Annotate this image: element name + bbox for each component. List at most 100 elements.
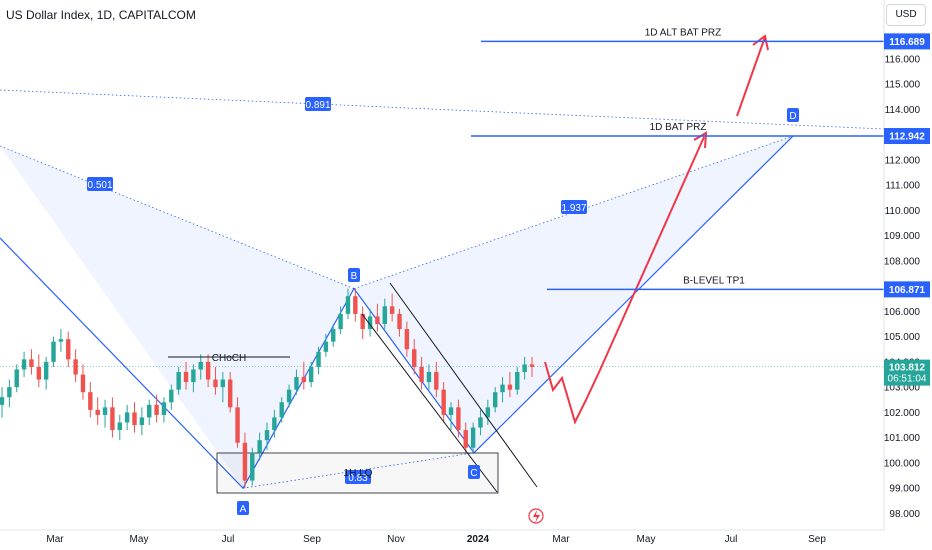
candle-body <box>205 361 211 380</box>
candle-body <box>43 361 49 380</box>
candle-body <box>139 417 145 426</box>
candle-body <box>529 364 535 367</box>
ratio-value: 0.501 <box>87 180 112 191</box>
candle-body <box>110 407 115 431</box>
level-name: 1D ALT BAT PRZ <box>645 27 722 38</box>
price-tick-label: 100.000 <box>884 458 921 469</box>
candle-body <box>448 407 454 415</box>
ratio-badge <box>345 470 371 484</box>
candle-body <box>102 407 108 415</box>
candle-body <box>242 442 248 481</box>
candle-body <box>478 417 483 428</box>
candle-body <box>88 392 93 410</box>
time-tick-label: Sep <box>808 534 826 545</box>
candle-body <box>73 359 78 375</box>
candle-body <box>456 407 461 431</box>
time-tick-label: Jul <box>725 534 738 545</box>
lightning-icon-glyph <box>533 510 540 523</box>
candle-body <box>470 427 476 448</box>
level-price-value: 106.871 <box>889 285 926 296</box>
candle-body <box>220 379 226 388</box>
pattern-point-label: C <box>470 468 477 479</box>
candle-body <box>191 369 196 383</box>
annotation-liquidity: 1H LQ <box>344 468 373 479</box>
price-tick-label: 106.000 <box>884 307 921 318</box>
annotation-choch: CHoCH <box>212 353 246 364</box>
price-tick-label: 99.000 <box>889 484 920 495</box>
candle-body <box>507 384 513 390</box>
candle-body <box>0 397 5 405</box>
bar-countdown: 06:51:04 <box>888 374 927 385</box>
price-tick-label: 116.000 <box>885 54 921 65</box>
candle-body <box>257 440 262 453</box>
liquidity-box <box>216 452 499 494</box>
candle-body <box>132 412 137 426</box>
candle-body <box>500 384 505 393</box>
pattern-point-badge <box>787 108 799 122</box>
pattern-fill-bcd <box>354 136 793 453</box>
candle-body <box>301 377 307 383</box>
ratio-badge <box>305 97 331 111</box>
candle-body <box>286 389 292 403</box>
current-price-tag <box>884 359 930 386</box>
price-tick-label: 112.000 <box>885 155 921 166</box>
level-name: 1D BAT PRZ <box>650 122 707 133</box>
candle-body <box>21 359 27 370</box>
level-price-value: 112.942 <box>889 132 925 143</box>
price-tick-label: 98.000 <box>889 509 920 520</box>
candle-body <box>389 306 395 314</box>
candle-body <box>316 351 321 367</box>
ratio-badge <box>87 177 113 191</box>
candle-body <box>404 329 410 350</box>
candle-body <box>485 407 491 418</box>
pattern-point-label: A <box>240 504 247 515</box>
pattern-fill-xab <box>0 146 354 489</box>
projection-arrow-1 <box>693 131 708 149</box>
price-tick-label: 102.000 <box>884 408 921 419</box>
pattern-point-badge <box>348 268 360 282</box>
candle-body <box>147 404 152 418</box>
candle-body <box>80 374 86 393</box>
current-price-value: 103.812 <box>889 363 926 374</box>
candle-body <box>36 366 42 380</box>
price-tick-label: 109.000 <box>884 231 921 242</box>
lightning-icon <box>528 508 544 524</box>
candle-body <box>161 402 167 415</box>
currency-button[interactable]: USD <box>886 4 926 26</box>
plot-area: 1D ALT BAT PRZ 1D BAT PRZ B-LEVEL TP1 0.891… <box>0 27 885 524</box>
candle-body <box>522 364 527 372</box>
candle-body <box>29 359 34 367</box>
candle-body <box>492 392 498 408</box>
price-tick-label: 101.000 <box>884 433 921 444</box>
candle-body <box>412 349 417 367</box>
pattern-point-badge <box>468 465 480 479</box>
channel-line-lower <box>361 313 498 493</box>
time-tick-label: May <box>637 534 656 545</box>
candle-body <box>323 341 329 352</box>
price-tick-label: 115.000 <box>885 80 921 91</box>
time-tick-label: May <box>130 534 149 545</box>
candle-body <box>51 341 56 362</box>
candle-body <box>338 313 343 330</box>
candle-body <box>198 361 203 370</box>
candle-body <box>154 404 159 415</box>
candle-body <box>264 430 270 441</box>
price-tick-label: 103.000 <box>884 383 921 394</box>
level-name: B-LEVEL TP1 <box>683 275 745 286</box>
candle-body <box>375 316 380 324</box>
projection-path-alt <box>736 36 766 117</box>
candle-body <box>169 389 174 403</box>
candle-body <box>419 366 424 383</box>
level-price-tag <box>884 33 930 50</box>
candle-body <box>426 371 432 383</box>
ratio-value: 0.83 <box>348 473 368 484</box>
pattern-point-badge <box>237 501 249 515</box>
ratio-badge <box>561 200 587 214</box>
ratio-value: 1.937 <box>561 203 586 214</box>
candle-body <box>124 412 130 423</box>
candle-body <box>117 422 122 431</box>
ratio-line-xd <box>0 89 885 130</box>
level-price-tag <box>884 281 930 298</box>
price-tick-label: 110.000 <box>885 206 921 217</box>
time-tick-label: Mar <box>46 534 64 545</box>
